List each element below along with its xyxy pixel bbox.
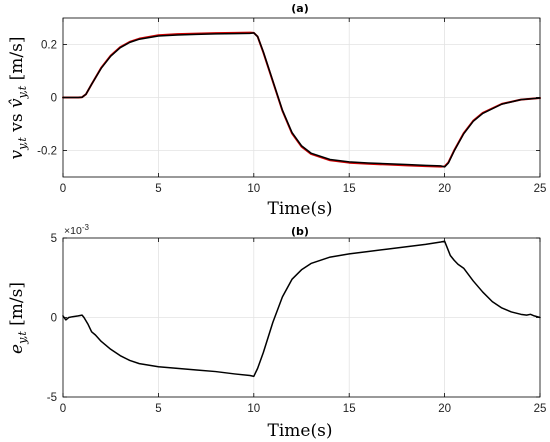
panel-b-series-group [62, 240, 541, 378]
panel-a-series-group [62, 31, 541, 168]
panel-a-chart: (a) 0 5 10 15 20 25-0.200.2 Time(s) vy,t vs v… [7, 2, 546, 219]
panel-a-ylabel-var2: v̂ [7, 98, 27, 108]
panel-b-x-tick-label: 25 [534, 403, 547, 415]
panel-b-y-axis-label: ey,t [m/s] [7, 282, 29, 354]
panel-b-exponent-label: ×10-3 [64, 223, 89, 237]
panel-a-y-axis-label: vy,t vs v̂y,t [m/s] [7, 37, 29, 160]
panel-b-ticks: 0 5 10 15 20 25-505 [47, 233, 547, 415]
panel-a-x-tick-label: 15 [343, 183, 356, 195]
panel-a-x-tick-label: 25 [534, 183, 547, 195]
panel-a-y-tick-label: 0.2 [41, 40, 57, 52]
panel-a-ylabel-vs: vs [7, 108, 27, 137]
panel-b-x-tick-label: 15 [343, 403, 356, 415]
panel-a-x-axis-label: Time(s) [268, 199, 333, 219]
panel-b-x-axis-label: Time(s) [268, 421, 333, 441]
panel-a-x-tick-label: 20 [438, 183, 451, 195]
panel-b-ylabel-unit: [m/s] [7, 282, 27, 331]
panel-b-ylabel-var: e [7, 344, 27, 354]
panel-a-x-tick-label: 0 [60, 183, 66, 195]
panel-b-x-tick-label: 5 [155, 403, 161, 415]
panel-b-x-tick-label: 0 [60, 403, 66, 415]
panel-a-ylabel-var1-sub: y,t [16, 137, 29, 151]
panel-b-grid [63, 238, 540, 397]
panel-a-series-line-2 [62, 32, 541, 168]
panel-b-x-tick-label: 10 [247, 403, 260, 415]
panel-a-ylabel-var2-sub: y,t [16, 85, 29, 99]
panel-b-chart: (b) 0 5 10 15 20 25-505 ×10-3 Time(s) ey,t [m… [7, 223, 546, 441]
panel-b-y-tick-label: -5 [47, 392, 57, 404]
panel-b-y-tick-label: 5 [51, 233, 57, 245]
panel-a-y-tick-label: -0.2 [37, 146, 57, 158]
panel-a-grid [63, 18, 540, 177]
panel-b-ylabel-var-sub: y,t [16, 331, 29, 345]
panel-a-x-tick-label: 10 [247, 183, 260, 195]
panel-a-title: (a) [291, 2, 308, 15]
panel-b-y-tick-label: 0 [51, 313, 57, 325]
panel-b-exponent-base: ×10 [64, 225, 82, 237]
panel-b-title: (b) [291, 225, 309, 238]
panel-b-exponent-power: -3 [82, 223, 90, 232]
panel-a-ylabel-unit: [m/s] [7, 37, 27, 86]
panel-b-x-tick-label: 20 [438, 403, 451, 415]
panel-a-x-tick-label: 5 [155, 183, 161, 195]
panel-a-y-tick-label: 0 [51, 93, 57, 105]
panel-b-series-line-1 [62, 240, 541, 378]
panel-a-ticks: 0 5 10 15 20 25 -0.2 0 0.2 [37, 18, 546, 195]
panel-a-ylabel-var1: v [7, 149, 27, 159]
